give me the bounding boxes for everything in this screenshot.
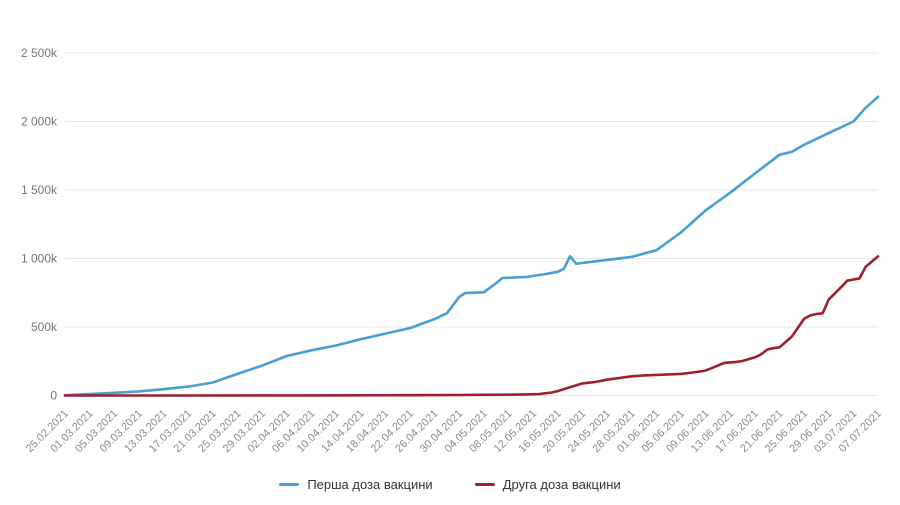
y-axis-tick-labels: 0 500k 1 000k 1 500k 2 000k 2 500k <box>21 46 58 403</box>
legend-item-second-dose[interactable]: Друга доза вакцини <box>474 477 621 492</box>
legend-label-first-dose: Перша доза вакцини <box>307 477 433 492</box>
series-line-0 <box>63 95 880 397</box>
chart-canvas: 0 500k 1 000k 1 500k 2 000k 2 500k 25.02.2021… <box>21 46 884 455</box>
series-lines <box>63 95 880 397</box>
first-dose-line-swatch-icon <box>279 482 300 487</box>
second-dose-line-swatch-icon <box>474 482 495 487</box>
legend-label-second-dose: Друга доза вакцини <box>502 477 621 492</box>
svg-text:1 000k: 1 000k <box>21 252 58 266</box>
svg-text:0: 0 <box>50 389 57 403</box>
x-axis-tick-labels: 25.02.202101.03.202105.03.202109.03.2021… <box>24 408 884 455</box>
legend: Перша доза вакцини Друга доза вакцини <box>0 478 900 491</box>
svg-text:500k: 500k <box>31 320 58 334</box>
legend-item-first-dose[interactable]: Перша доза вакцини <box>279 477 433 492</box>
svg-text:1 500k: 1 500k <box>21 183 58 197</box>
gridlines <box>65 52 878 396</box>
svg-text:2 500k: 2 500k <box>21 46 58 60</box>
svg-text:2 000k: 2 000k <box>21 115 58 129</box>
series-line-1 <box>63 255 880 397</box>
